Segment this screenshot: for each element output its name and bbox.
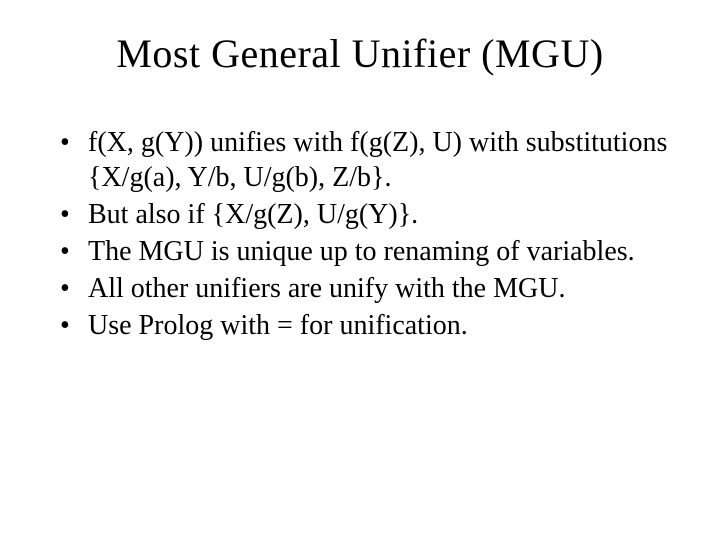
list-item: But also if {X/g(Z), U/g(Y)}. — [60, 197, 670, 232]
list-item: Use Prolog with = for unification. — [60, 308, 670, 343]
list-item: f(X, g(Y)) unifies with f(g(Z), U) with … — [60, 125, 670, 195]
slide-title: Most General Unifier (MGU) — [50, 30, 670, 77]
list-item: All other unifiers are unify with the MG… — [60, 271, 670, 306]
bullet-list: f(X, g(Y)) unifies with f(g(Z), U) with … — [50, 125, 670, 343]
list-item: The MGU is unique up to renaming of vari… — [60, 234, 670, 269]
